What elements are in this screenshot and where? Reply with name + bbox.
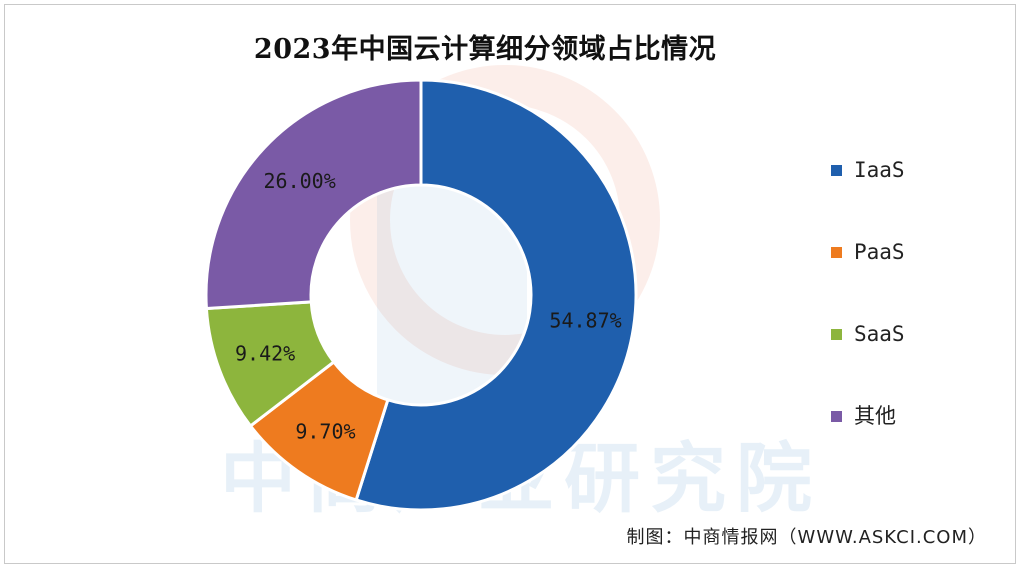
legend-swatch-other: [831, 411, 842, 422]
legend: IaaS PaaS SaaS 其他: [831, 155, 971, 483]
data-label-saas: 9.42%: [235, 341, 295, 365]
legend-item-other: 其他: [831, 401, 971, 483]
data-label-iaas: 54.87%: [549, 308, 621, 332]
source-credit: 制图：中商情报网（WWW.ASKCI.COM）: [626, 527, 987, 548]
legend-label-saas: SaaS: [854, 322, 905, 346]
data-label-other: 26.00%: [263, 169, 335, 193]
slice-other: [204, 78, 423, 311]
legend-item-iaas: IaaS: [831, 155, 971, 237]
legend-swatch-saas: [831, 329, 842, 340]
legend-label-paas: PaaS: [854, 240, 905, 264]
donut-slices: [204, 78, 638, 512]
donut-chart: 54.87% 9.70% 9.42% 26.00%: [204, 65, 660, 512]
legend-swatch-paas: [831, 247, 842, 258]
legend-label-other: 其他: [854, 404, 896, 428]
chart-frame: 2023年中国云计算细分领域占比情况 中商产业研究院 54.87%9.70%9.…: [4, 4, 1016, 564]
watermark-logo-ring: [350, 65, 660, 375]
data-labels: 54.87% 9.70% 9.42% 26.00%: [235, 169, 622, 443]
chart-title: 2023年中国云计算细分领域占比情况: [253, 34, 717, 65]
legend-item-paas: PaaS: [831, 237, 971, 319]
legend-swatch-iaas: [831, 165, 842, 176]
legend-label-iaas: IaaS: [854, 158, 905, 182]
slice-iaas: [354, 78, 638, 512]
data-label-paas: 9.70%: [295, 419, 355, 443]
legend-item-saas: SaaS: [831, 319, 971, 401]
